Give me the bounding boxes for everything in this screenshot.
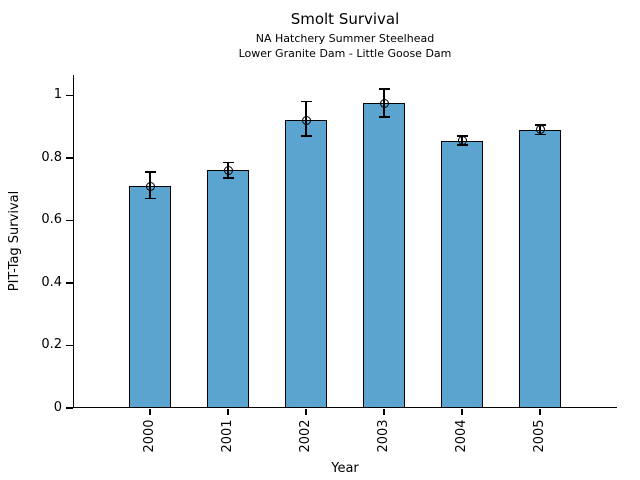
x-axis-tick-label: 2000	[142, 419, 157, 453]
error-bar-cap-top	[456, 135, 468, 137]
y-axis-tick	[66, 219, 73, 222]
point-marker	[379, 98, 389, 108]
chart-header: Smolt Survival NA Hatchery Summer Steelh…	[73, 10, 617, 61]
x-axis-tick	[461, 409, 463, 415]
x-axis-tick-label: 2002	[298, 419, 313, 453]
y-axis-tick-label: 0.8	[41, 149, 62, 165]
bar-2002	[285, 120, 327, 408]
bar-2001	[207, 170, 249, 408]
x-axis-tick-label: 2001	[220, 419, 235, 453]
y-axis-label: PIT-Tag Survival	[7, 190, 22, 292]
point-marker	[223, 165, 233, 175]
error-bar-cap-top	[378, 88, 390, 90]
bar-2003	[363, 103, 405, 408]
point-marker	[145, 181, 155, 191]
chart-title: Smolt Survival	[290, 10, 400, 28]
x-axis-tick-label: 2003	[376, 419, 391, 453]
y-axis-tick-label: 0.6	[41, 212, 62, 228]
x-axis-tick	[539, 409, 541, 415]
bar-2000	[129, 186, 171, 408]
error-bar-cap-bottom	[300, 135, 312, 137]
y-axis-tick	[66, 282, 73, 284]
error-bar-cap-bottom	[456, 144, 468, 147]
y-axis-tick-label: 0	[53, 400, 62, 415]
x-axis-tick	[227, 409, 229, 415]
point-marker	[535, 125, 545, 135]
y-axis-tick	[66, 157, 73, 159]
bar-2004	[441, 140, 483, 408]
error-bar-cap-bottom	[222, 177, 234, 180]
y-axis-tick-label: 1	[53, 87, 62, 103]
x-axis-tick	[149, 409, 151, 415]
error-bar-cap-bottom	[534, 133, 546, 136]
x-axis-tick	[383, 409, 385, 415]
error-bar-cap-bottom	[144, 197, 156, 200]
point-marker	[301, 115, 311, 125]
x-axis-tick-label: 2005	[532, 419, 547, 453]
error-bar-cap-top	[222, 161, 234, 164]
y-axis-tick	[66, 94, 73, 96]
y-axis-tick-label: 0.4	[41, 274, 62, 290]
y-axis-tick	[66, 407, 73, 409]
bar-2005	[519, 129, 561, 408]
error-bar-cap-top	[300, 100, 312, 103]
chart-subtitle-line1: NA Hatchery Summer Steelhead	[255, 32, 435, 45]
plot-area	[73, 75, 617, 408]
x-axis-label: Year	[331, 461, 359, 476]
error-bar-cap-top	[144, 171, 156, 173]
point-marker	[457, 136, 467, 146]
x-axis-tick-label: 2004	[454, 419, 469, 453]
y-axis-tick-label: 0.2	[41, 337, 62, 353]
error-bar-cap-bottom	[378, 116, 390, 119]
error-bar-cap-top	[534, 124, 546, 126]
y-axis-tick	[66, 344, 73, 347]
x-axis-tick	[305, 409, 307, 415]
chart-subtitle-line2: Lower Granite Dam - Little Goose Dam	[238, 46, 452, 60]
